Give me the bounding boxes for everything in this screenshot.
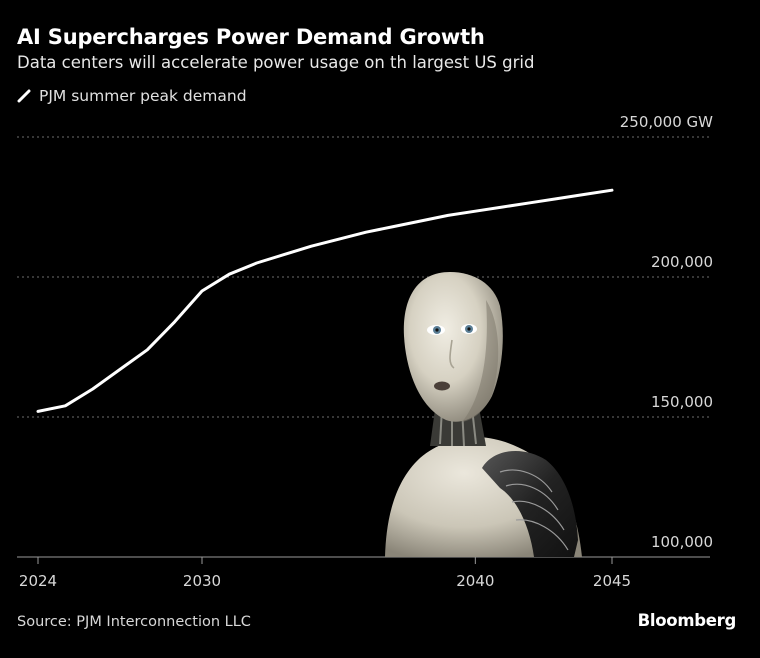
y-tick-label: 250,000 GW xyxy=(620,113,713,131)
x-tick-label: 2040 xyxy=(456,572,494,590)
x-ticks: 2024 2030 2040 2045 xyxy=(19,557,631,590)
robot-shoulder-segments xyxy=(499,469,569,551)
source-note: Source: PJM Interconnection LLC xyxy=(17,614,251,630)
chart-subtitle: Data centers will accelerate power usage… xyxy=(17,53,535,72)
y-tick-label: 150,000 xyxy=(651,393,713,411)
robot-shoulder-joint xyxy=(482,450,578,557)
x-tick-label: 2024 xyxy=(19,572,57,590)
grid-lines xyxy=(17,136,712,418)
x-tick-label: 2045 xyxy=(593,572,631,590)
robot-head xyxy=(403,272,503,422)
y-tick-label: 100,000 xyxy=(651,533,713,551)
legend-label: PJM summer peak demand xyxy=(39,87,247,105)
robot-left-pupil-center-icon xyxy=(435,328,439,332)
robot-nose xyxy=(449,339,455,369)
y-tick-label: 200,000 xyxy=(651,253,713,271)
robot-head-shade xyxy=(462,300,499,422)
series-line-pjm-summer-peak-demand xyxy=(36,188,614,413)
legend-swatch-icon xyxy=(17,89,31,103)
robot-mouth xyxy=(434,381,450,391)
chart-title: AI Supercharges Power Demand Growth xyxy=(17,25,485,49)
robot-illustration xyxy=(385,272,582,557)
x-tick-label: 2030 xyxy=(183,572,221,590)
bloomberg-logo: Bloomberg xyxy=(637,611,737,630)
y-tick-labels: 100,000 150,000 200,000 250,000 GW xyxy=(620,113,713,551)
legend: PJM summer peak demand xyxy=(17,87,247,105)
robot-right-pupil-center-icon xyxy=(467,327,471,331)
